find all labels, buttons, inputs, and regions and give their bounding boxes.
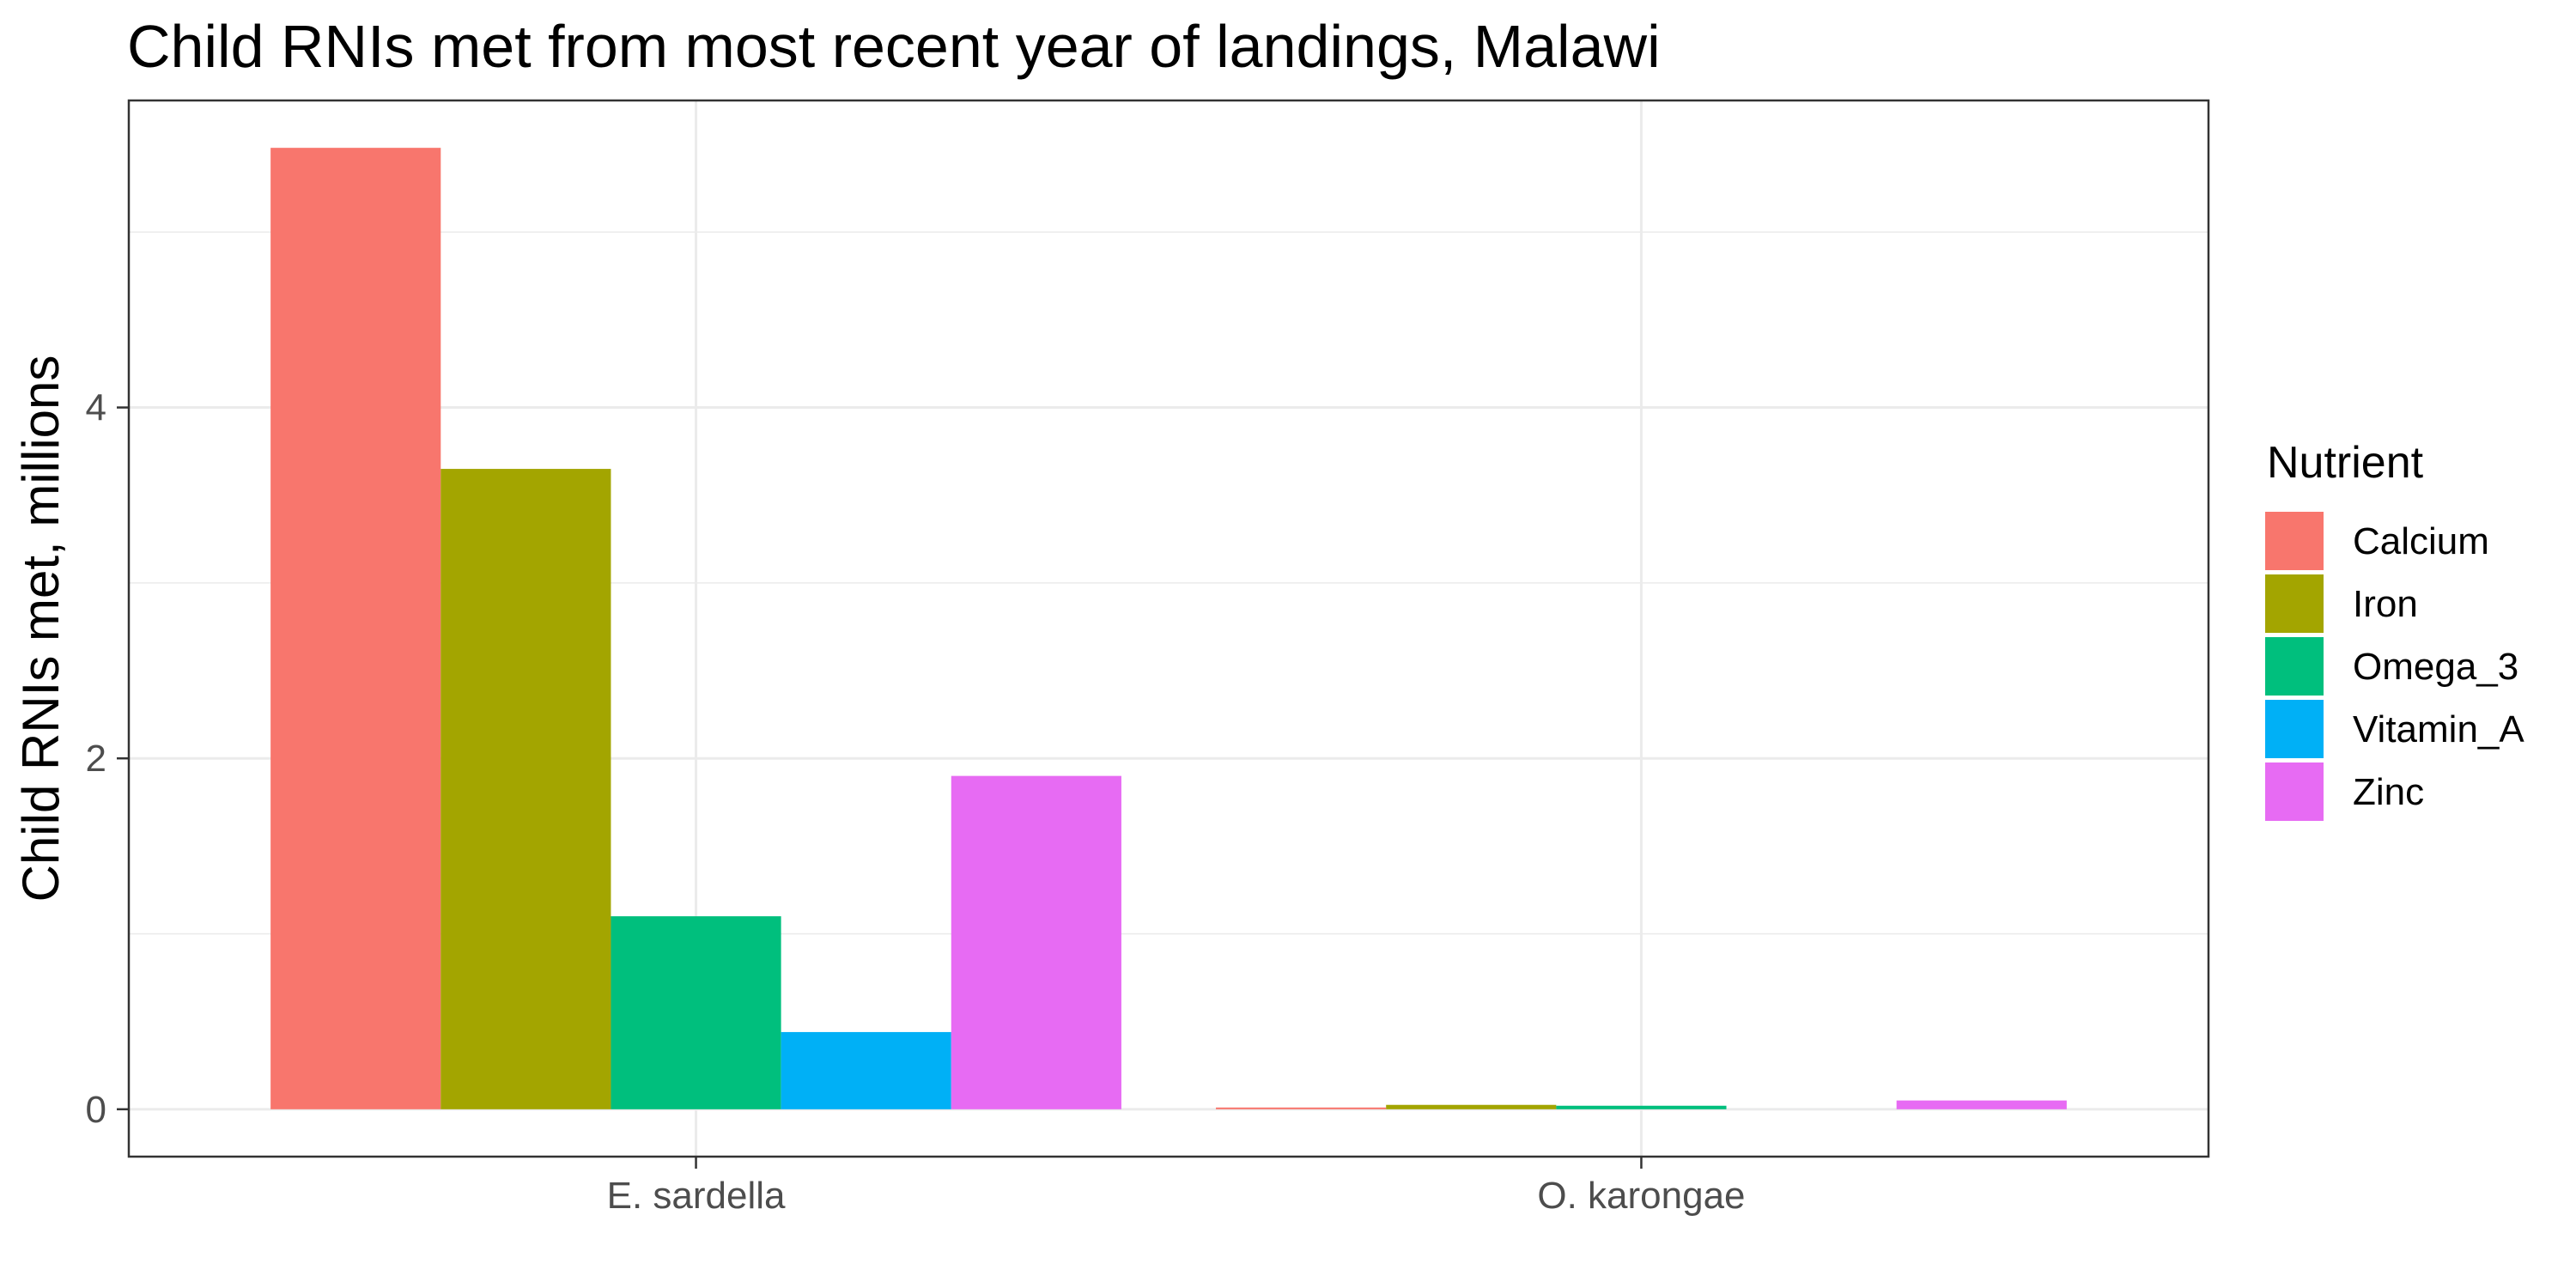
x-tick-label: E. sardella xyxy=(607,1175,786,1217)
legend-item-vitamin-a: Vitamin_A xyxy=(2265,700,2524,758)
legend-item-zinc: Zinc xyxy=(2265,762,2424,821)
legend-label: Vitamin_A xyxy=(2353,708,2524,750)
legend-label: Omega_3 xyxy=(2353,646,2518,688)
legend-label: Zinc xyxy=(2353,771,2424,813)
legend-label: Calcium xyxy=(2353,520,2489,562)
bar-zinc-o-karongae xyxy=(1896,1100,2067,1109)
bar-iron-o-karongae xyxy=(1386,1104,1557,1109)
legend-label: Iron xyxy=(2353,583,2418,625)
x-tick-label: O. karongae xyxy=(1537,1175,1745,1217)
legend-items: Calcium Iron Omega_3 Vitamin_A Zinc xyxy=(2265,512,2524,821)
bar-calcium-e-sardella xyxy=(270,148,441,1109)
y-tick-label: 2 xyxy=(86,738,106,780)
legend-key xyxy=(2265,574,2324,633)
plot-panel xyxy=(127,99,2210,1158)
chart-title: Child RNIs met from most recent year of … xyxy=(127,13,1661,80)
bar-vitamin-a-e-sardella xyxy=(781,1031,951,1109)
legend-item-omega-3: Omega_3 xyxy=(2265,637,2518,696)
y-axis: 0 2 4 xyxy=(86,387,129,1131)
bar-iron-e-sardella xyxy=(440,469,611,1109)
legend-title: Nutrient xyxy=(2267,438,2424,488)
bars xyxy=(270,148,2067,1109)
y-axis-title: Child RNIs met, millions xyxy=(12,355,70,902)
legend-item-iron: Iron xyxy=(2265,574,2418,633)
legend-key xyxy=(2265,700,2324,758)
y-tick-label: 0 xyxy=(86,1089,106,1131)
bar-calcium-o-karongae xyxy=(1216,1107,1387,1109)
legend-key xyxy=(2265,637,2324,696)
x-axis: E. sardella O. karongae xyxy=(607,1157,1746,1217)
panel-border xyxy=(127,99,2210,1158)
legend-key xyxy=(2265,512,2324,570)
bar-omega-3-e-sardella xyxy=(611,916,781,1109)
bar-omega-3-o-karongae xyxy=(1556,1105,1727,1109)
legend-item-calcium: Calcium xyxy=(2265,512,2489,570)
y-tick-label: 4 xyxy=(86,387,106,429)
legend-key xyxy=(2265,762,2324,821)
legend: Nutrient Calcium Iron Omega_3 Vitamin_A Zinc xyxy=(2265,438,2524,821)
bar-zinc-e-sardella xyxy=(951,775,1121,1109)
